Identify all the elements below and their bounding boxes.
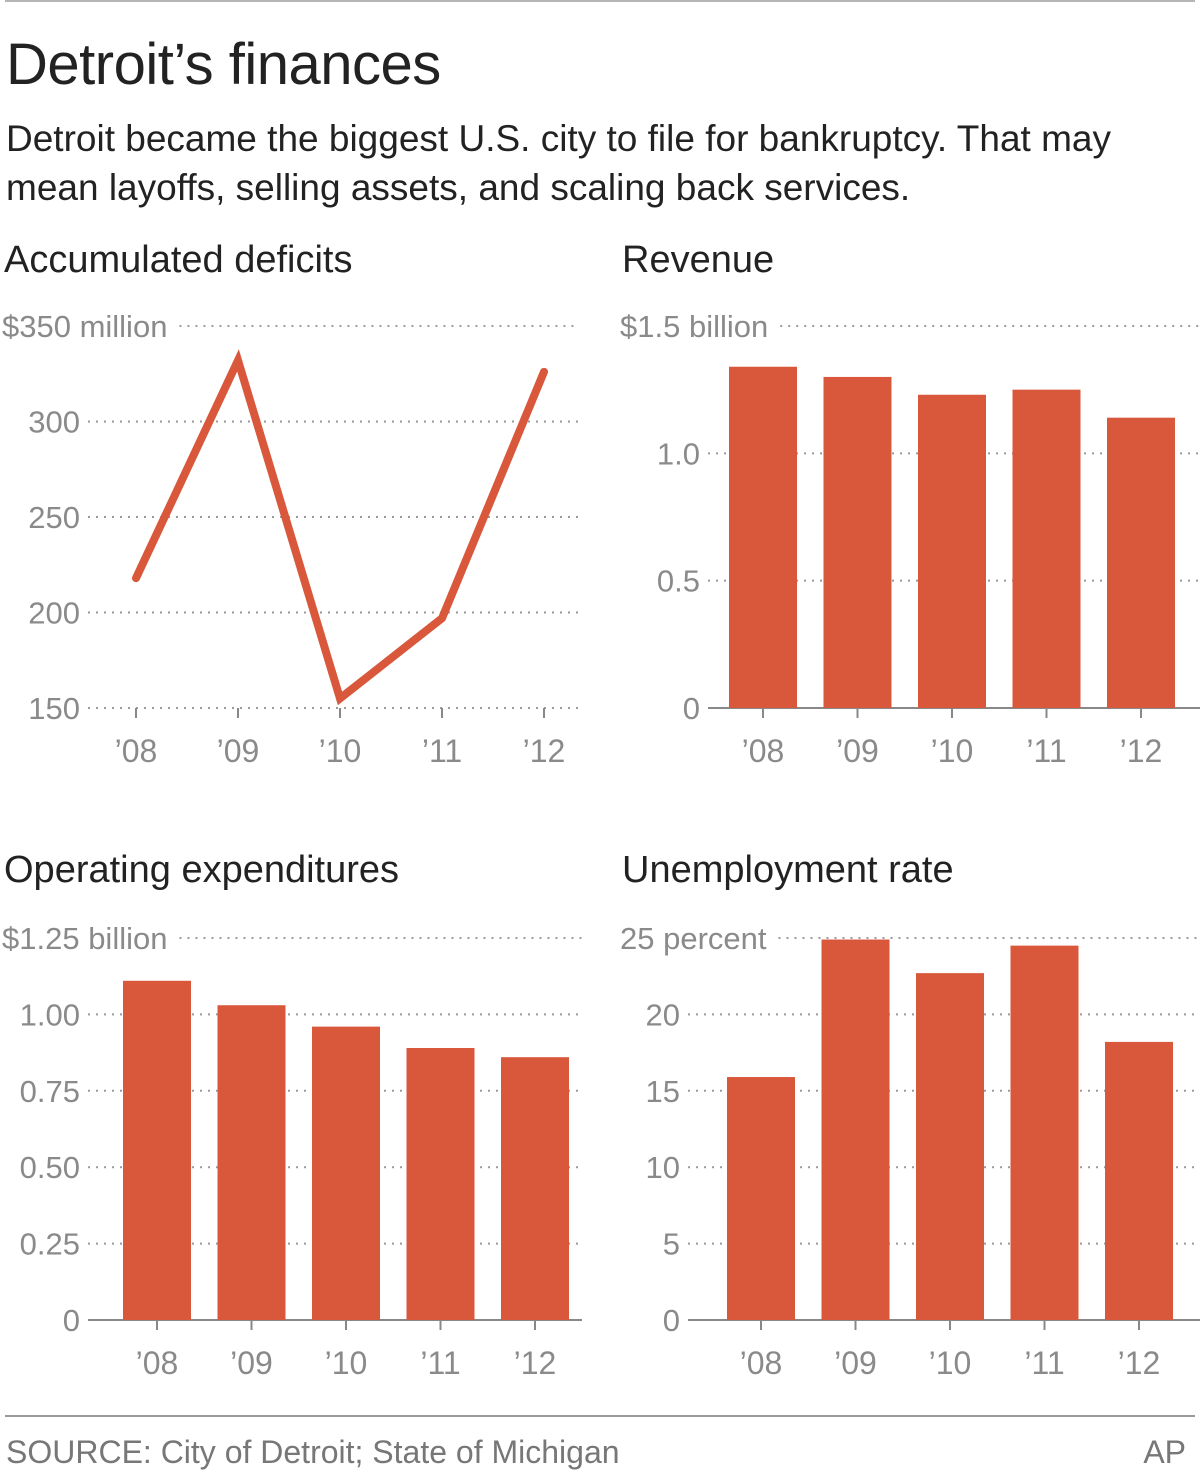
bar bbox=[1010, 945, 1079, 1320]
x-tick-label: ’11 bbox=[420, 1345, 460, 1381]
y-tick-label: 10 bbox=[646, 1150, 680, 1185]
chart-accumulated-deficits: Accumulated deficits 150 200 250 300 $350 mi… bbox=[0, 238, 600, 798]
x-tick-label: ’12 bbox=[514, 1345, 557, 1381]
top-rule bbox=[5, 0, 1195, 2]
y-tick-label: $1.25 billion bbox=[2, 921, 167, 956]
source-note: SOURCE: City of Detroit; State of Michig… bbox=[6, 1434, 620, 1470]
chart-plot: 0 0.25 0.50 0.75 1.00 $1.25 billion ’08 ’09 ’10 ’… bbox=[2, 921, 582, 1381]
x-tick-label: ’09 bbox=[834, 1345, 877, 1381]
x-tick-label: ’08 bbox=[115, 733, 158, 769]
chart-plot: 0 0.5 1.0 $1.5 billion ’08 ’09 ’10 ’11 ’12 bbox=[620, 309, 1200, 769]
bar bbox=[1105, 1041, 1173, 1320]
x-tick-label: ’11 bbox=[1026, 733, 1066, 769]
y-tick-label: 300 bbox=[28, 405, 80, 440]
y-tick-label: 150 bbox=[28, 691, 80, 726]
chart-plot: 150 200 250 300 $350 million ’08 ’09 ’10 ’11 ’12 bbox=[2, 309, 578, 769]
y-tick-label: 0 bbox=[663, 1303, 680, 1338]
chart-title: Accumulated deficits bbox=[4, 239, 353, 281]
series-line bbox=[132, 349, 548, 706]
y-tick-label: 200 bbox=[28, 596, 80, 631]
page-subtitle: Detroit became the biggest U.S. city to … bbox=[6, 118, 1112, 208]
y-tick-label: 0.50 bbox=[20, 1150, 80, 1185]
x-tick-label: ’12 bbox=[1118, 1345, 1161, 1381]
chart-title: Unemployment rate bbox=[622, 849, 954, 891]
y-tick-label: 250 bbox=[28, 500, 80, 535]
chart-unemployment-rate: Unemployment rate 0 5 10 15 20 25 percent ’08 ’… bbox=[618, 848, 1200, 1408]
bar bbox=[1012, 389, 1081, 708]
x-tick-label: ’11 bbox=[422, 733, 462, 769]
chart-plot: 0 5 10 15 20 25 percent ’08 ’09 ’10 ’11 ’12 bbox=[620, 921, 1200, 1381]
y-tick-label: 0 bbox=[683, 691, 700, 726]
y-tick-label: 0.25 bbox=[20, 1227, 80, 1262]
y-tick-label: 25 percent bbox=[620, 921, 767, 956]
credit-label: AP bbox=[1143, 1434, 1186, 1470]
x-tick-label: ’10 bbox=[929, 1345, 972, 1381]
footer-rule bbox=[5, 1415, 1195, 1417]
bar bbox=[501, 1057, 569, 1320]
bar bbox=[1107, 417, 1175, 708]
x-tick-label: ’12 bbox=[523, 733, 566, 769]
y-tick-label: $1.5 billion bbox=[620, 309, 768, 344]
bar bbox=[123, 980, 191, 1320]
chart-operating-expenditures: Operating expenditures 0 0.25 0.50 0.75 1.00… bbox=[0, 848, 600, 1408]
bar bbox=[406, 1048, 475, 1320]
bar bbox=[727, 1077, 795, 1320]
x-tick-label: ’09 bbox=[217, 733, 260, 769]
bar bbox=[729, 366, 797, 708]
x-tick-label: ’10 bbox=[931, 733, 974, 769]
chart-title: Operating expenditures bbox=[4, 849, 400, 891]
x-tick-label: ’09 bbox=[836, 733, 879, 769]
y-tick-label: 1.0 bbox=[657, 436, 700, 471]
x-tick-label: ’08 bbox=[740, 1345, 783, 1381]
bar bbox=[217, 1005, 286, 1320]
y-tick-label: 0.75 bbox=[20, 1074, 80, 1109]
bar bbox=[823, 376, 892, 708]
x-tick-label: ’10 bbox=[325, 1345, 368, 1381]
y-tick-label: 20 bbox=[646, 997, 680, 1032]
y-tick-label: 0.5 bbox=[657, 564, 700, 599]
bar bbox=[312, 1026, 380, 1320]
x-tick-label: ’10 bbox=[319, 733, 362, 769]
y-tick-label: $350 million bbox=[2, 309, 167, 344]
bar bbox=[821, 939, 890, 1320]
y-tick-label: 0 bbox=[63, 1303, 80, 1338]
chart-title: Revenue bbox=[622, 239, 775, 281]
y-tick-label: 5 bbox=[663, 1227, 680, 1262]
x-tick-label: ’08 bbox=[136, 1345, 179, 1381]
y-tick-label: 1.00 bbox=[20, 997, 80, 1032]
x-tick-label: ’08 bbox=[742, 733, 785, 769]
x-tick-label: ’11 bbox=[1024, 1345, 1064, 1381]
x-tick-label: ’12 bbox=[1120, 733, 1163, 769]
page-title: Detroit’s finances bbox=[6, 32, 441, 97]
chart-revenue: Revenue 0 0.5 1.0 $1.5 billion ’08 ’09 ’10 ’11 ’… bbox=[618, 238, 1200, 798]
y-tick-label: 15 bbox=[646, 1074, 680, 1109]
bar bbox=[916, 973, 984, 1320]
bar bbox=[918, 394, 986, 708]
x-tick-label: ’09 bbox=[230, 1345, 273, 1381]
